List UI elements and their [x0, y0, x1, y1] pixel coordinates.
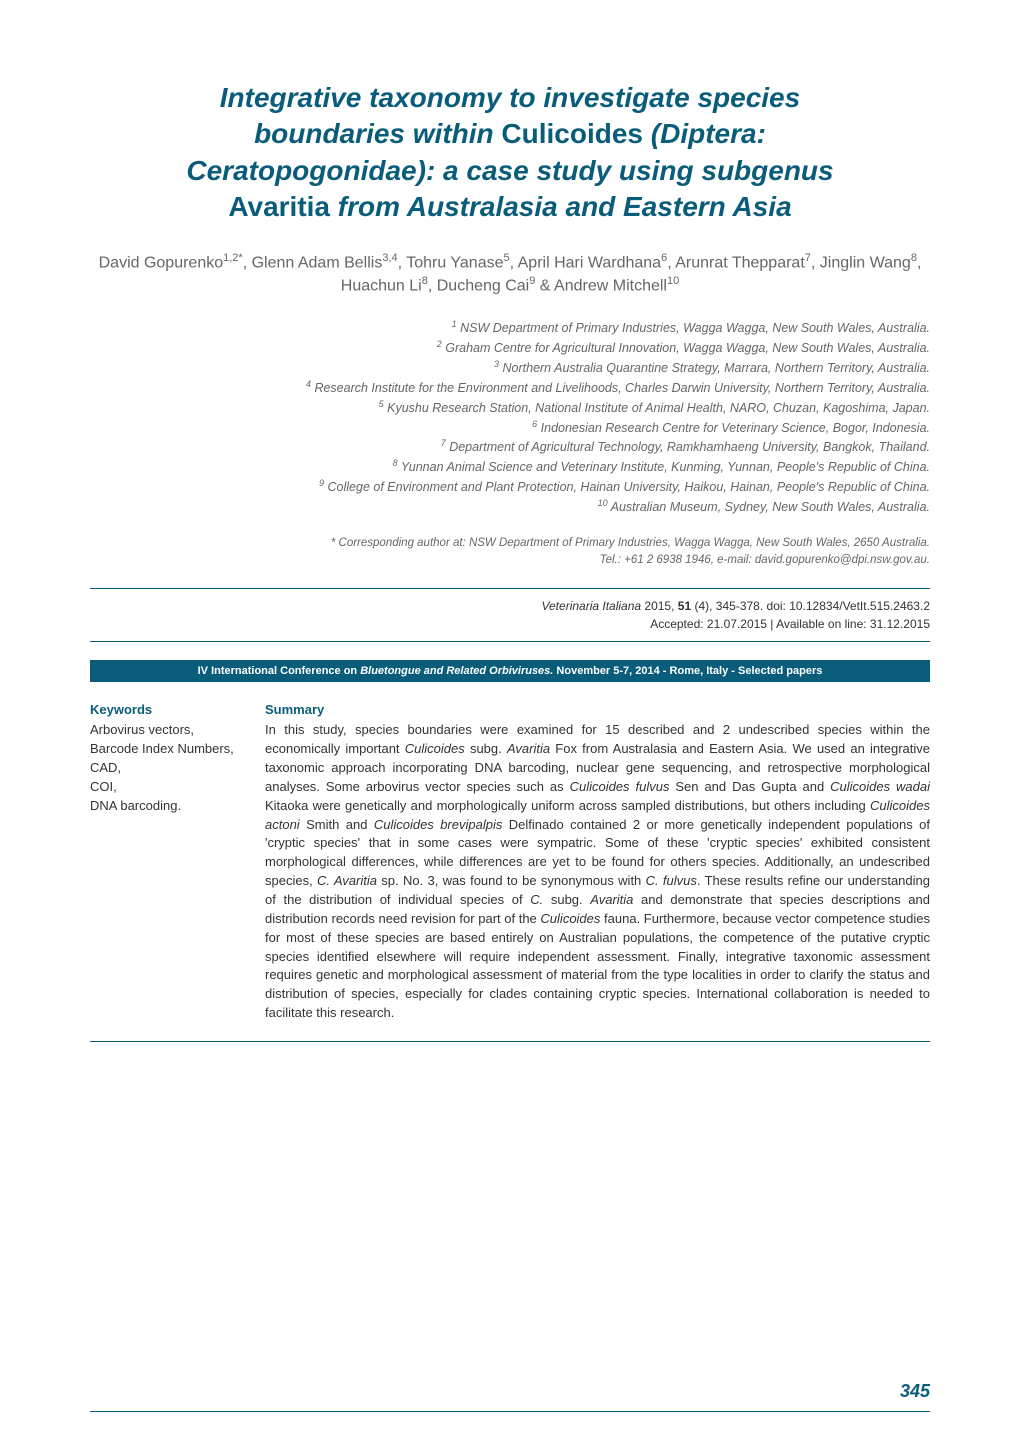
conference-bar: IV International Conference on Bluetongu…: [90, 660, 930, 682]
affiliation-line: 6 Indonesian Research Centre for Veterin…: [90, 418, 930, 438]
corresponding-line-2: Tel.: +61 2 6938 1946, e-mail: david.gop…: [600, 554, 930, 566]
affiliation-line: 1 NSW Department of Primary Industries, …: [90, 318, 930, 338]
keyword-item: Arbovirus vectors,: [90, 722, 194, 737]
keywords-column: Keywords Arbovirus vectors, Barcode Index…: [90, 702, 245, 1023]
author-name: , Jinglin Wang: [811, 254, 911, 271]
affiliation-line: 10 Australian Museum, Sydney, New South …: [90, 497, 930, 517]
affiliation-text: Kyushu Research Station, National Instit…: [384, 401, 930, 415]
title-line-2a: boundaries within: [254, 118, 494, 149]
author-sup: 3,4: [382, 252, 397, 264]
affiliation-sup: 10: [598, 498, 608, 508]
affiliation-line: 4 Research Institute for the Environment…: [90, 378, 930, 398]
summary-text: In this study, species boundaries were e…: [265, 721, 930, 1023]
keyword-item: CAD,: [90, 760, 121, 775]
affiliation-line: 9 College of Environment and Plant Prote…: [90, 477, 930, 497]
citation-volume: 51: [678, 599, 691, 613]
summary-column: Summary In this study, species boundarie…: [265, 702, 930, 1023]
keyword-item: COI,: [90, 779, 117, 794]
main-content: Keywords Arbovirus vectors, Barcode Index…: [90, 702, 930, 1023]
affiliation-text: Research Institute for the Environment a…: [311, 381, 930, 395]
keywords-heading: Keywords: [90, 702, 245, 717]
author-name: , Tohru Yanase: [398, 254, 504, 271]
affiliation-line: 3 Northern Australia Quarantine Strategy…: [90, 358, 930, 378]
title-line-2b: Culicoides: [494, 118, 651, 149]
citation-block: Veterinaria Italiana 2015, 51 (4), 345-3…: [90, 588, 930, 642]
author-name: , Glenn Adam Bellis: [243, 254, 383, 271]
affiliation-text: Northern Australia Quarantine Strategy, …: [499, 361, 930, 375]
affiliation-text: NSW Department of Primary Industries, Wa…: [457, 321, 930, 335]
citation-accepted: Accepted: 21.07.2015 | Available on line…: [650, 617, 930, 631]
affiliation-line: 8 Yunnan Animal Science and Veterinary I…: [90, 457, 930, 477]
author-name: & Andrew Mitchell: [535, 278, 667, 295]
affiliation-line: 2 Graham Centre for Agricultural Innovat…: [90, 338, 930, 358]
title-line-2c: (Diptera:: [651, 118, 766, 149]
affiliation-text: Indonesian Research Centre for Veterinar…: [537, 421, 930, 435]
author-name: , Arunrat Thepparat: [667, 254, 805, 271]
affiliation-text: College of Environment and Plant Protect…: [324, 480, 930, 494]
author-sup: 1,2*: [223, 252, 243, 264]
page-number: 345: [900, 1381, 930, 1402]
affiliation-text: Graham Centre for Agricultural Innovatio…: [442, 341, 930, 355]
affiliation-line: 7 Department of Agricultural Technology,…: [90, 437, 930, 457]
title-line-1: Integrative taxonomy to investigate spec…: [220, 82, 800, 113]
citation-journal: Veterinaria Italiana: [541, 599, 641, 613]
affiliation-text: Australian Museum, Sydney, New South Wal…: [608, 500, 930, 514]
affiliation-text: Yunnan Animal Science and Veterinary Ins…: [398, 461, 930, 475]
bottom-rule: [90, 1041, 930, 1042]
citation-issue: (4), 345-378. doi: 10.12834/VetIt.515.24…: [691, 599, 930, 613]
keywords-list: Arbovirus vectors, Barcode Index Numbers,…: [90, 721, 245, 815]
author-name: David Gopurenko: [99, 254, 224, 271]
summary-heading: Summary: [265, 702, 930, 717]
title-line-3: Ceratopogonidae): a case study using sub…: [186, 155, 833, 186]
corresponding-line-1: * Corresponding author at: NSW Departmen…: [331, 537, 930, 549]
author-sup: 10: [667, 275, 679, 287]
keyword-item: DNA barcoding.: [90, 798, 181, 813]
author-name: , April Hari Wardhana: [510, 254, 661, 271]
citation-year: 2015,: [641, 599, 678, 613]
author-name: , Ducheng Cai: [428, 278, 529, 295]
affiliations-block: 1 NSW Department of Primary Industries, …: [90, 318, 930, 517]
article-title: Integrative taxonomy to investigate spec…: [90, 80, 930, 226]
conference-text-1: IV International Conference on: [198, 665, 361, 677]
authors-block: David Gopurenko1,2*, Glenn Adam Bellis3,…: [90, 251, 930, 298]
affiliation-text: Department of Agricultural Technology, R…: [446, 441, 930, 455]
keyword-item: Barcode Index Numbers,: [90, 741, 234, 756]
title-line-4a: Avaritia: [228, 191, 337, 222]
affiliation-line: 5 Kyushu Research Station, National Inst…: [90, 398, 930, 418]
corresponding-author: * Corresponding author at: NSW Departmen…: [90, 535, 930, 568]
title-line-4b: from Australasia and Eastern Asia: [338, 191, 792, 222]
conference-text-italic: Bluetongue and Related Orbiviruses.: [360, 665, 553, 677]
footer-line: [90, 1411, 930, 1412]
conference-text-2: November 5-7, 2014 - Rome, Italy - Selec…: [553, 665, 822, 677]
